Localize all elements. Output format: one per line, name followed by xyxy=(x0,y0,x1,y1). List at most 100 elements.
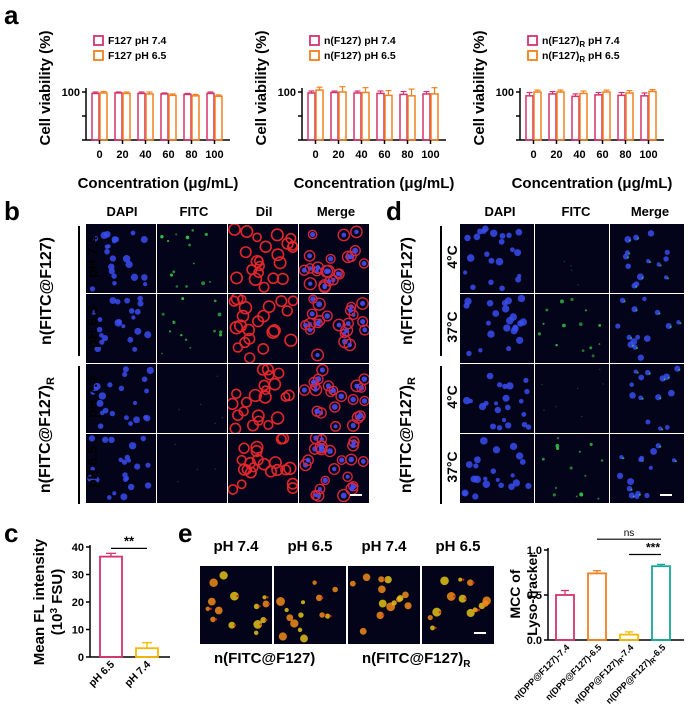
chart-a3-bar xyxy=(525,95,534,141)
chart-a3-bar xyxy=(640,95,649,141)
panel-b-header-dil: DiI xyxy=(255,204,273,219)
panel-b-group-bracket-1 xyxy=(78,226,80,356)
panel-label-d: d xyxy=(386,196,402,226)
panel-b-group-bracket-2 xyxy=(78,366,80,504)
chart-a1-legend-swatch-0 xyxy=(93,35,104,46)
chart-a1-bar xyxy=(160,93,169,141)
chart-e-significance-label: ns xyxy=(624,530,635,539)
chart-e-bar xyxy=(619,633,639,641)
chart-a2-xtick-label: 100 xyxy=(421,149,439,161)
chart-a1-ylabel: Cell viability (%) xyxy=(37,30,54,145)
chart-a2-bar xyxy=(338,91,347,141)
panel-b-group-label-2: n(FITC@F127)R xyxy=(36,377,58,494)
panel-a-chart-1: Cell viability (%) 100 0 20 40 60 80 100 Concent… xyxy=(37,30,239,192)
panel-b-row-label-4: pH 6.5 xyxy=(84,446,100,489)
panel-e-image-4 xyxy=(422,566,494,644)
chart-a1-bar xyxy=(137,92,146,141)
panel-e-group-label-1: n(FITC@F127) xyxy=(214,650,316,667)
panel-b-image-r1-c2 xyxy=(157,224,227,293)
chart-e-ytick-label: 0.0 xyxy=(527,635,542,647)
panel-b-group-label-1: n(FITC@F127) xyxy=(38,236,55,346)
chart-a2-bar xyxy=(430,93,439,141)
chart-c-ytick-label: 40 xyxy=(72,542,84,554)
chart-a1-bar xyxy=(206,92,215,141)
panel-d-group-bracket-2 xyxy=(440,366,442,504)
chart-a1-xlabel: Concentration (μg/mL) xyxy=(78,175,239,192)
chart-a1-legend-swatch-1 xyxy=(93,50,104,61)
chart-a3-xtick-label: 40 xyxy=(573,149,585,161)
panel-b-image-r1-c3 xyxy=(228,224,298,293)
chart-a3-bar xyxy=(579,92,588,141)
panel-b-image-r3-c4 xyxy=(299,364,369,433)
panel-d-group-label-2: n(FITC@F127)R xyxy=(397,377,419,494)
panel-e-image-3 xyxy=(348,566,420,644)
panel-b-image-r2-c2 xyxy=(157,294,227,363)
panel-a-chart-2: Cell viability (%) 100 0 20 40 60 80 100 Concent… xyxy=(253,30,454,192)
chart-e-bar xyxy=(651,565,671,641)
panel-d-scale-bar xyxy=(660,494,672,496)
panel-d-group-label-1: n(FITC@F127) xyxy=(399,236,416,346)
chart-c-bar xyxy=(135,647,159,658)
chart-c-ytick-label: 10 xyxy=(72,625,84,637)
panel-d-header-fitc: FITC xyxy=(561,204,591,219)
chart-a1-legend-label-1: F127 pH 6.5 xyxy=(108,50,167,62)
chart-a3-xtick-label: 0 xyxy=(530,149,536,161)
panel-d-header-merge: Merge xyxy=(630,204,670,219)
chart-a2-xtick-label: 0 xyxy=(312,149,318,161)
chart-c-xtick-label: pH 7.4 xyxy=(122,659,153,690)
chart-a1-xtick-label: 80 xyxy=(185,149,197,161)
panel-a-chart-3: Cell viability (%) 100 0 20 40 60 80 100 Concent… xyxy=(471,30,673,192)
chart-a1-bar xyxy=(99,92,108,141)
panel-d-row-label-3: 4°C xyxy=(444,385,460,409)
chart-a1-bar xyxy=(191,95,200,141)
chart-a3-xlabel: Concentration (μg/mL) xyxy=(512,175,673,192)
panel-b-image-r3-c1 xyxy=(86,364,156,433)
chart-a2-bar xyxy=(353,92,362,141)
chart-a1-legend-label-0: F127 pH 7.4 xyxy=(108,35,167,47)
panel-b-image-r4-c3 xyxy=(228,434,298,503)
chart-a1-xtick-label: 0 xyxy=(96,149,102,161)
chart-a3-bar xyxy=(556,91,565,141)
chart-e-ylabel: MCC ofLyso-tracker xyxy=(507,552,540,636)
panel-d-image-r2-c2 xyxy=(535,294,609,363)
panel-d-image-r4-c1 xyxy=(460,434,534,503)
panel-b-image-r3-c3 xyxy=(228,364,298,433)
panel-e-image-label-3: pH 7.4 xyxy=(361,538,407,555)
panel-b-row-label-2: pH 6.5 xyxy=(84,306,100,349)
chart-a2-bar xyxy=(330,91,339,141)
chart-a1-bar xyxy=(91,92,100,141)
chart-e-xtick-label: n(DPP@F127)-7.4 xyxy=(511,642,571,702)
panel-b-scale-bar xyxy=(350,494,362,496)
panel-b-image-r4-c2 xyxy=(157,434,227,503)
panel-e-image-label-2: pH 6.5 xyxy=(287,538,333,555)
chart-a3-bar xyxy=(533,91,542,141)
panel-label-c: c xyxy=(4,518,19,548)
panel-d-row-label-1: 4°C xyxy=(444,245,460,269)
panel-d-image-r4-c2 xyxy=(535,434,609,503)
panel-d-image-r3-c1 xyxy=(460,364,534,433)
chart-a3-ylabel: Cell viability (%) xyxy=(471,30,488,145)
panel-b-image-r4-c1 xyxy=(86,434,156,503)
panel-b-row-label-3: pH 7.4 xyxy=(84,376,100,419)
chart-a2-bar xyxy=(361,91,370,141)
panel-e-image-label-4: pH 6.5 xyxy=(435,538,481,555)
chart-a2-xtick-label: 40 xyxy=(355,149,367,161)
chart-a3-ytick-label: 100 xyxy=(496,87,514,99)
panel-b-image-r2-c4 xyxy=(299,294,369,363)
chart-c-significance-label: ** xyxy=(124,533,135,548)
chart-a2-bar xyxy=(399,93,408,141)
chart-a1-xtick-label: 40 xyxy=(139,149,151,161)
chart-a2-legend-label-1: n(F127) pH 6.5 xyxy=(324,50,396,62)
chart-e-ytick-label: 1.0 xyxy=(527,545,542,557)
panel-label-b: b xyxy=(4,196,20,226)
chart-e-significance-label: *** xyxy=(646,541,660,555)
panel-b-image-r2-c3 xyxy=(228,294,298,363)
chart-a3-bar xyxy=(571,95,580,141)
chart-e-xtick-label: n(DPP@F127)-6.5 xyxy=(543,642,603,702)
chart-a2-ylabel: Cell viability (%) xyxy=(253,30,270,145)
panel-e-image-label-1: pH 7.4 xyxy=(213,538,259,555)
chart-e-ytick-label: 0.5 xyxy=(527,590,542,602)
panel-b-header-merge: Merge xyxy=(316,204,356,219)
chart-a3-bar xyxy=(594,94,603,141)
